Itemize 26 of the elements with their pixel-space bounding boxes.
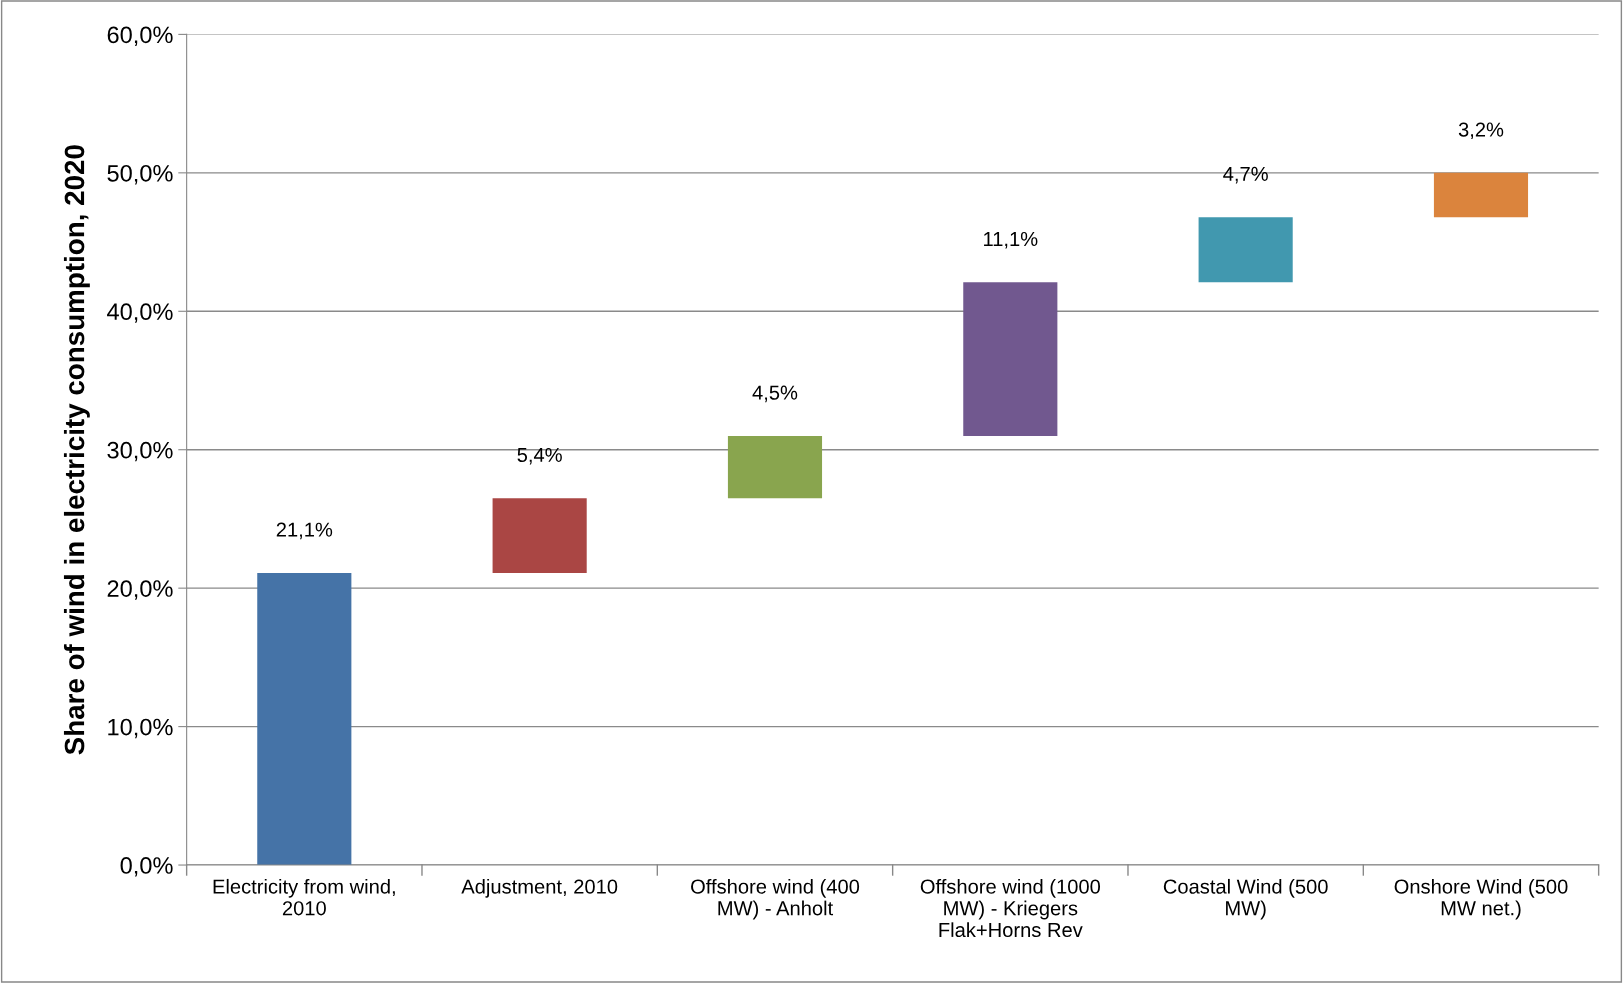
- data-label: 4,5%: [752, 385, 798, 403]
- bar: [963, 282, 1058, 436]
- y-axis-title: Share of wind in electricity consumption, 2020: [63, 145, 90, 755]
- data-label: 3,2%: [1458, 122, 1504, 140]
- bar: [257, 572, 352, 866]
- data-label: 21,1%: [276, 522, 333, 540]
- data-label: 5,4%: [517, 447, 562, 465]
- y-tick-label: 60,0%: [107, 26, 173, 46]
- y-tick-label: 30,0%: [107, 441, 173, 462]
- y-tick-label: 10,0%: [108, 718, 173, 739]
- x-tick-label: Coastal Wind (500 MW): [1163, 878, 1328, 920]
- x-tick-label: Onshore Wind (500 MW net.): [1394, 878, 1568, 920]
- x-tick-label: Adjustment, 2010: [461, 878, 618, 898]
- data-label: 4,7%: [1223, 166, 1268, 184]
- bar: [727, 435, 823, 499]
- data-label: 11,1%: [984, 231, 1038, 249]
- bar: [1433, 172, 1529, 218]
- y-tick-label: 50,0%: [107, 164, 173, 185]
- x-tick-label: Offshore wind (1000 MW) - Kriegers Flak+Horns Rev: [920, 878, 1101, 938]
- x-tick-label: Offshore wind (400 MW) - Anholt: [691, 878, 860, 920]
- bar: [492, 498, 587, 573]
- x-tick-label: Electricity from wind, 2010: [213, 878, 395, 916]
- y-tick-label: 0,0%: [120, 857, 173, 877]
- y-tick-label: 40,0%: [107, 303, 173, 323]
- bar: [1198, 217, 1293, 283]
- y-tick-label: 20,0%: [107, 580, 173, 600]
